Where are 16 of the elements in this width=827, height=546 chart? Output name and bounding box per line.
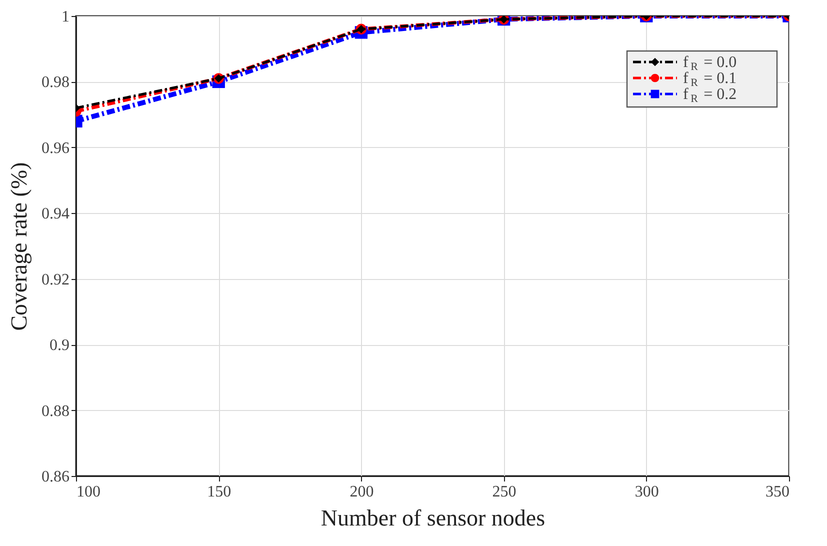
x-tick-label: 200 <box>350 484 374 500</box>
y-tick-label: 0.96 <box>42 140 70 157</box>
x-tick-label: 100 <box>76 484 100 500</box>
y-tick-label: 0.9 <box>50 337 70 354</box>
y-tick-label: 0.92 <box>42 271 70 288</box>
x-axis-title: Number of sensor nodes <box>320 506 546 530</box>
x-tick-label: 250 <box>492 484 516 500</box>
x-tick-label: 300 <box>634 484 659 500</box>
x-tick-label: 350 <box>766 484 790 500</box>
y-tick-label: 0.98 <box>42 74 70 92</box>
x-tick-label: 150 <box>207 484 232 500</box>
y-tick-label: 1 <box>62 8 70 26</box>
y-tick-label: 0.86 <box>42 468 70 486</box>
y-tick-label: 0.94 <box>42 206 70 223</box>
y-axis-title: Coverage rate (%) <box>6 162 32 331</box>
y-tick-label: 0.88 <box>42 402 70 420</box>
